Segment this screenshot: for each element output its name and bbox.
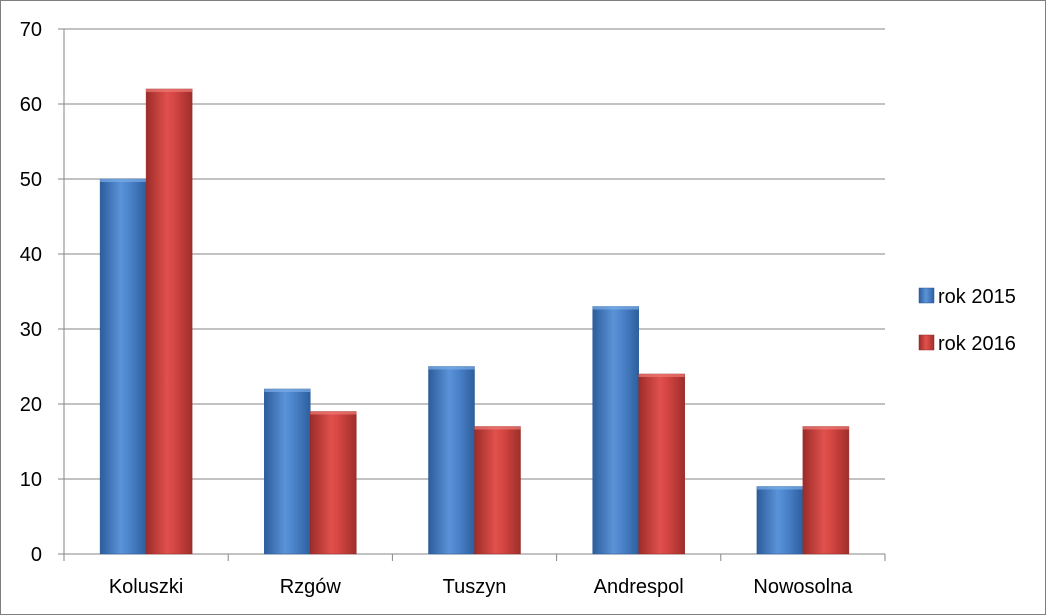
y-tick-label: 70 [20, 19, 42, 41]
x-tick-label: Rzgów [280, 576, 342, 598]
y-tick-label: 0 [31, 544, 42, 566]
legend-swatch-2016 [918, 334, 935, 351]
x-tick-label: Andrespol [594, 576, 684, 598]
bar-top-highlight [802, 426, 849, 430]
bar-top-highlight [428, 366, 475, 370]
bar-2016 [802, 426, 850, 555]
bar-2015 [264, 388, 311, 555]
bar-top-highlight [756, 486, 803, 490]
axis-labels: 0 10 20 30 40 50 60 70 Koluszki Rzgów Tuszyn Andres… [20, 19, 853, 598]
legend: rok 2015 rok 2016 [918, 286, 1016, 355]
bars [99, 88, 850, 555]
x-tick-label: Nowosolna [753, 576, 853, 598]
bar-2015 [756, 486, 804, 555]
bar-2015 [99, 178, 147, 555]
bar-top-highlight [592, 306, 639, 310]
bar-2016 [474, 426, 521, 555]
legend-label: rok 2016 [938, 333, 1016, 355]
bar-top-highlight [100, 179, 147, 182]
bar-top-highlight [474, 426, 521, 430]
y-tick-label: 60 [20, 94, 42, 116]
bar-2015 [428, 366, 475, 555]
legend-label: rok 2015 [938, 286, 1016, 308]
x-tick-label: Tuszyn [443, 576, 507, 598]
y-tick-label: 10 [20, 469, 42, 491]
bar-top-highlight [264, 389, 311, 392]
bar-2016 [310, 411, 357, 555]
bar-2016 [638, 373, 685, 555]
y-tick-label: 40 [20, 244, 42, 266]
bar-top-highlight [638, 374, 685, 377]
legend-swatch-2015 [918, 287, 935, 304]
y-tick-label: 50 [20, 169, 42, 191]
bar-top-highlight [310, 411, 357, 415]
y-tick-label: 20 [20, 394, 42, 416]
gridlines [64, 28, 885, 480]
y-tick-label: 30 [20, 319, 42, 341]
bar-2016 [145, 88, 193, 555]
bar-2015 [592, 306, 639, 555]
bar-top-highlight [146, 89, 193, 92]
x-tick-label: Koluszki [109, 576, 183, 598]
